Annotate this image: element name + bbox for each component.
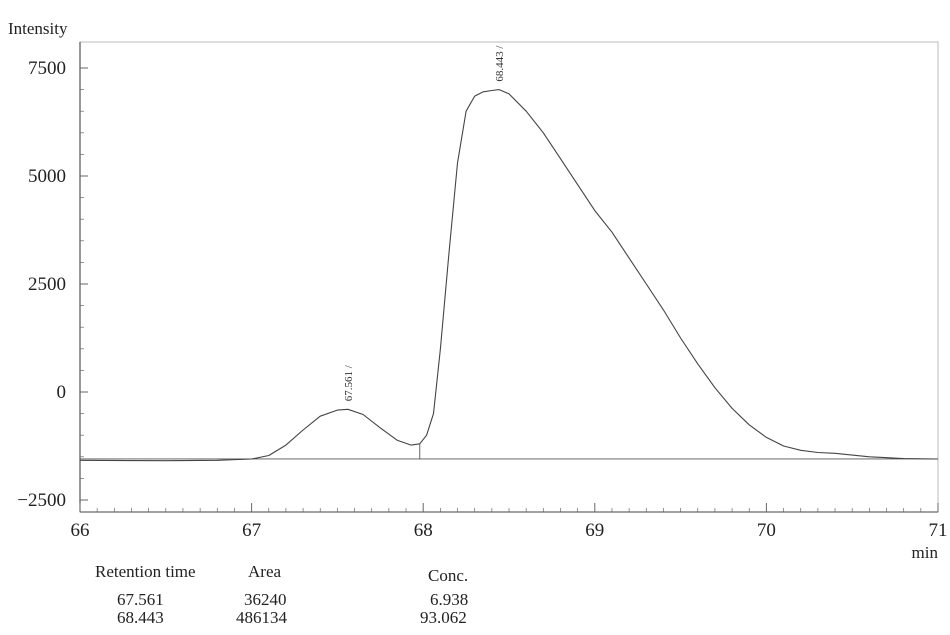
y-tick-label: 7500 (28, 58, 66, 79)
x-tick-label: 67 (242, 520, 261, 541)
ticks: 66 67 68 69 70 71 7500 5000 2500 0 −2500 (17, 58, 947, 541)
y-tick-label: 2500 (28, 274, 66, 295)
y-tick-label: −2500 (17, 490, 66, 511)
y-tick-label: 0 (57, 382, 67, 403)
axes (79, 41, 939, 513)
y-tick-label: 5000 (28, 166, 66, 187)
x-tick-label: 70 (757, 520, 776, 541)
x-tick-label: 66 (71, 520, 90, 541)
peak-label-1: 67.561 / (343, 364, 355, 401)
x-tick-label: 69 (585, 520, 604, 541)
plot-frame (79, 41, 939, 513)
plot-area: 67.561 / 68.443 / (79, 45, 939, 462)
y-axis-title: Intensity (8, 19, 68, 38)
peak-label-2: 68.443 / (494, 45, 506, 82)
x-tick-label: 71 (929, 520, 948, 541)
x-axis-title: min (912, 543, 939, 562)
x-tick-label: 68 (414, 520, 433, 541)
chromatogram-trace (79, 89, 939, 462)
